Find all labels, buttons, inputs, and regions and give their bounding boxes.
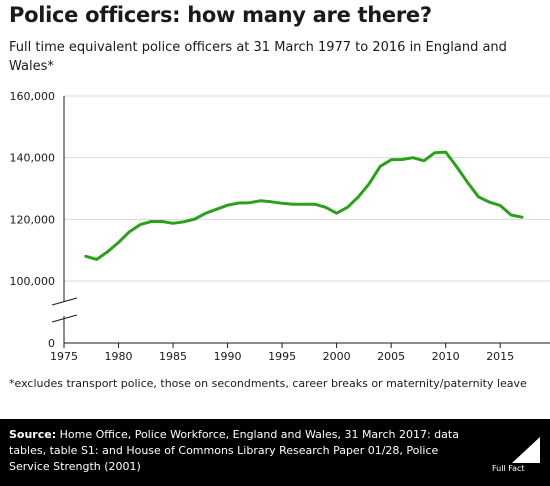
footnote: *excludes transport police, those on sec…	[9, 377, 527, 390]
x-tick-label: 2015	[486, 350, 514, 363]
x-tick-label: 1975	[50, 350, 78, 363]
source-body: Home Office, Police Workforce, England a…	[9, 428, 459, 473]
x-tick-label: 2010	[432, 350, 460, 363]
x-tick-label: 1995	[268, 350, 296, 363]
y-tick-label: 0	[48, 337, 55, 350]
axis-break-slash-bottom	[51, 314, 78, 323]
axis-break-gap	[40, 302, 80, 316]
logo-triangle-icon	[512, 437, 540, 463]
axis-break-slash-top	[51, 297, 78, 306]
gridlines	[64, 95, 550, 282]
x-tick-label: 1990	[214, 350, 242, 363]
source-bar: Source: Home Office, Police Workforce, E…	[0, 419, 550, 486]
axis-break-marker	[40, 297, 80, 323]
y-tick-label: 100,000	[10, 275, 56, 288]
x-tick-label: 2005	[377, 350, 405, 363]
y-tick-labels: 0 100,000 120,000 140,000 160,000	[10, 90, 56, 350]
chart-subtitle: Full time equivalent police officers at …	[9, 40, 507, 74]
series-line	[84, 150, 524, 261]
y-tick-label: 160,000	[10, 90, 56, 103]
x-tick-labels: 1975 1980 1985 1990 1995 2000 2005 2010 2015	[50, 350, 514, 363]
x-tick-label: 1980	[105, 350, 133, 363]
logo-text: Full Fact	[492, 464, 525, 473]
x-tick-label: 1985	[159, 350, 187, 363]
source-label: Source:	[9, 428, 57, 441]
series-layer	[84, 150, 524, 261]
chart-title: Police officers: how many are there?	[9, 3, 432, 27]
x-tick-label: 2000	[323, 350, 351, 363]
y-tick-label: 120,000	[10, 213, 56, 226]
axes	[63, 96, 550, 348]
full-fact-logo-icon: Full Fact	[490, 433, 542, 473]
source-text: Source: Home Office, Police Workforce, E…	[9, 427, 479, 475]
y-tick-label: 140,000	[10, 152, 56, 165]
